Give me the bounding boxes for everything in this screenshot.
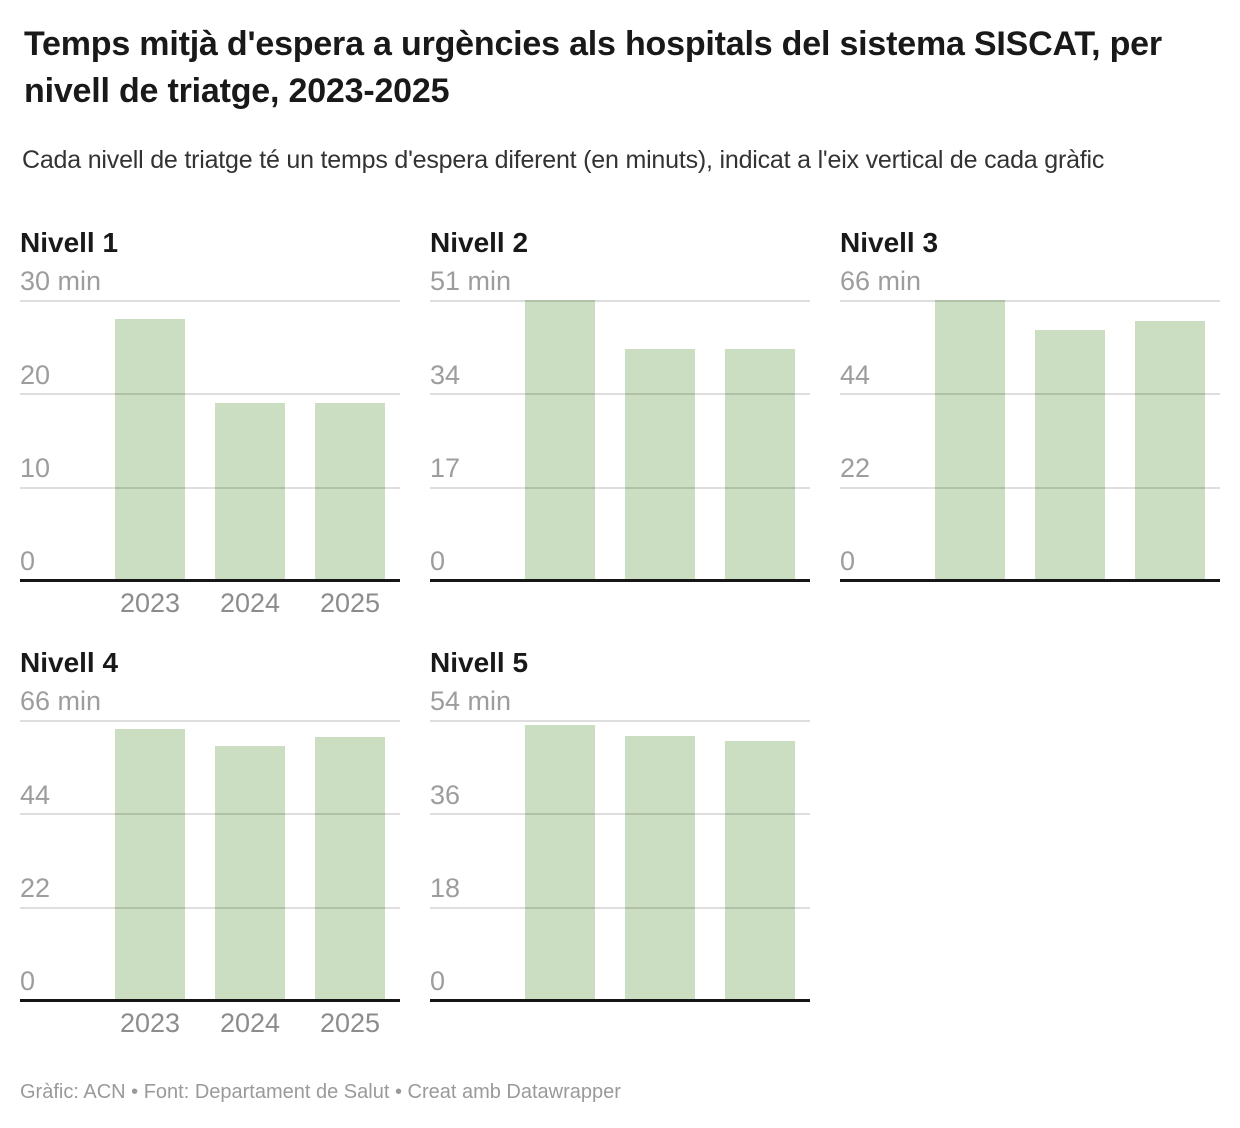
gridline (430, 720, 810, 722)
bar-2025 (315, 402, 385, 580)
panel-plot: 54 min 36 18 0 (430, 687, 810, 1002)
gridline (840, 486, 1220, 489)
bar-2025 (725, 349, 795, 580)
y-axis-tick-label: 30 min (20, 266, 102, 297)
y-axis-tick-label: 51 min (430, 266, 512, 297)
bar-2024 (215, 402, 285, 580)
y-axis-tick-label: 0 (20, 966, 36, 997)
bar-2024 (625, 349, 695, 580)
bar-2023 (525, 300, 595, 580)
x-axis-label: 2025 (319, 1008, 381, 1038)
gridline (20, 300, 400, 302)
gridline (430, 813, 810, 816)
gridline (840, 393, 1220, 396)
panel-plot: 66 min 44 22 0 (840, 267, 1220, 582)
x-axis-labels: 2023 2024 2025 (20, 586, 400, 620)
panel-nivell-2: Nivell 2 51 min 34 17 0 (430, 228, 810, 628)
gridline (20, 720, 400, 722)
x-axis-label: 2023 (119, 588, 181, 618)
gridline (20, 486, 400, 489)
panel-nivell-1: Nivell 1 30 min 20 10 0 2023 2024 2025 (20, 228, 400, 628)
bar-2024 (1035, 329, 1105, 580)
bar-2023 (115, 318, 185, 580)
y-axis-tick-label: 66 min (840, 266, 922, 297)
gridline (840, 300, 1220, 302)
x-axis-line (430, 999, 810, 1002)
gridline (20, 906, 400, 909)
y-axis-tick-label: 34 (430, 359, 461, 390)
chart-title: Temps mitjà d'espera a urgències als hos… (24, 25, 1162, 110)
x-axis-label: 2024 (219, 588, 281, 618)
gridline (430, 906, 810, 909)
bar-2025 (725, 740, 795, 1000)
panel-nivell-4: Nivell 4 66 min 44 22 0 2023 2024 2025 (20, 648, 400, 1048)
y-axis-tick-label: 0 (840, 546, 856, 577)
panel-nivell-5: Nivell 5 54 min 36 18 0 (430, 648, 810, 1048)
bar-2024 (215, 745, 285, 1000)
y-axis-tick-label: 0 (430, 966, 446, 997)
y-axis-tick-label: 20 (20, 359, 51, 390)
y-axis-tick-label: 44 (840, 359, 871, 390)
bar-2024 (625, 735, 695, 1000)
y-axis-tick-label: 10 (20, 453, 51, 484)
panel-title: Nivell 1 (20, 227, 119, 258)
x-axis-label: 2025 (319, 588, 381, 618)
gridline (20, 813, 400, 816)
x-axis-labels: 2023 2024 2025 (20, 1006, 400, 1040)
x-axis-line (430, 579, 810, 582)
bar-2023 (935, 300, 1005, 580)
panel-nivell-3: Nivell 3 66 min 44 22 0 (840, 228, 1220, 628)
x-axis-label: 2023 (119, 1008, 181, 1038)
y-axis-tick-label: 22 (20, 873, 51, 904)
panel-plot: 51 min 34 17 0 (430, 267, 810, 582)
bar-2025 (1135, 321, 1205, 580)
x-axis-line (20, 999, 400, 1002)
y-axis-tick-label: 44 (20, 779, 51, 810)
panel-title: Nivell 3 (840, 227, 939, 258)
panel-plot: 66 min 44 22 0 (20, 687, 400, 1002)
bar-2023 (115, 728, 185, 1000)
y-axis-tick-label: 66 min (20, 686, 102, 717)
panel-title: Nivell 4 (20, 647, 119, 678)
panel-title: Nivell 5 (430, 647, 529, 678)
y-axis-tick-label: 36 (430, 779, 461, 810)
x-axis-line (20, 579, 400, 582)
panel-plot: 30 min 20 10 0 (20, 267, 400, 582)
gridline (430, 486, 810, 489)
gridline (430, 300, 810, 302)
y-axis-tick-label: 54 min (430, 686, 512, 717)
y-axis-tick-label: 0 (430, 546, 446, 577)
x-axis-label: 2024 (219, 1008, 281, 1038)
gridline (430, 393, 810, 396)
panel-title: Nivell 2 (430, 227, 529, 258)
y-axis-tick-label: 22 (840, 453, 871, 484)
footer-credits: Gràfic: ACN • Font: Departament de Salut… (20, 1081, 621, 1103)
gridline (20, 393, 400, 396)
x-axis-line (840, 579, 1220, 582)
bar-2025 (315, 737, 385, 1000)
y-axis-tick-label: 18 (430, 873, 461, 904)
bar-2023 (525, 725, 595, 1000)
y-axis-tick-label: 0 (20, 546, 36, 577)
y-axis-tick-label: 17 (430, 453, 461, 484)
chart-subtitle: Cada nivell de triatge té un temps d'esp… (22, 146, 1105, 174)
